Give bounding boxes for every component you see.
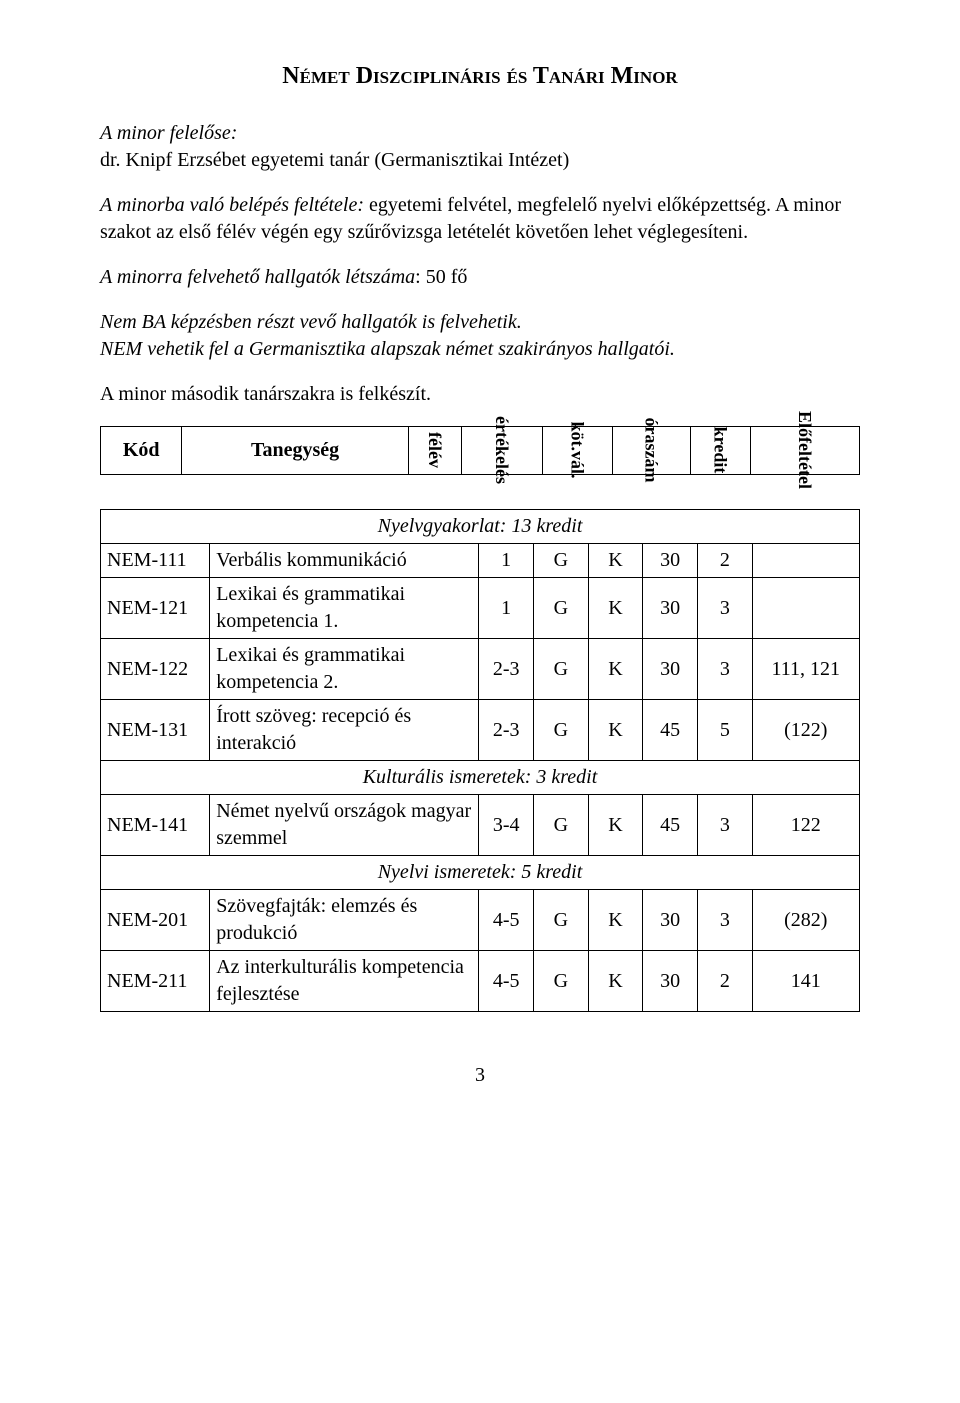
course-semester: 4-5 bbox=[479, 890, 534, 951]
table-row: NEM-121Lexikai és grammatikai kompetenci… bbox=[101, 578, 860, 639]
course-name: Verbális kommunikáció bbox=[210, 544, 479, 578]
course-eval: G bbox=[534, 700, 589, 761]
course-prereq: (122) bbox=[752, 700, 859, 761]
table-row: NEM-131Írott szöveg: recepció és interak… bbox=[101, 700, 860, 761]
page-title: Német Diszciplináris és Tanári Minor bbox=[100, 60, 860, 92]
course-credit: 2 bbox=[698, 951, 752, 1012]
course-eval: G bbox=[534, 578, 589, 639]
page-number: 3 bbox=[100, 1062, 860, 1089]
header-ertekeles: értékelés bbox=[493, 416, 511, 484]
entry-condition: A minorba való belépés feltétele: egyete… bbox=[100, 192, 860, 246]
course-code: NEM-111 bbox=[101, 544, 210, 578]
course-semester: 4-5 bbox=[479, 951, 534, 1012]
section-title: Nyelvgyakorlat: 13 kredit bbox=[101, 510, 860, 544]
note-3: A minor második tanárszakra is felkészít… bbox=[100, 381, 860, 408]
feltetel-label: A minorba való belépés feltétele: bbox=[100, 194, 364, 216]
course-hours: 30 bbox=[643, 951, 698, 1012]
course-prereq bbox=[752, 578, 859, 639]
course-name: Szövegfajták: elemzés és produkció bbox=[210, 890, 479, 951]
course-prereq: (282) bbox=[752, 890, 859, 951]
course-code: NEM-131 bbox=[101, 700, 210, 761]
header-oraszam: óraszám bbox=[643, 418, 661, 483]
course-prereq: 122 bbox=[752, 795, 859, 856]
course-credit: 5 bbox=[698, 700, 752, 761]
course-kotval: K bbox=[588, 951, 643, 1012]
course-hours: 30 bbox=[643, 639, 698, 700]
course-code: NEM-121 bbox=[101, 578, 210, 639]
table-row: NEM-122Lexikai és grammatikai kompetenci… bbox=[101, 639, 860, 700]
course-eval: G bbox=[534, 795, 589, 856]
course-credit: 3 bbox=[698, 795, 752, 856]
course-name: Írott szöveg: recepció és interakció bbox=[210, 700, 479, 761]
course-semester: 1 bbox=[479, 578, 534, 639]
minor-felelos: A minor felelőse: dr. Knipf Erzsébet egy… bbox=[100, 120, 860, 174]
course-hours: 30 bbox=[643, 578, 698, 639]
section-title: Kulturális ismeretek: 3 kredit bbox=[101, 761, 860, 795]
course-hours: 45 bbox=[643, 795, 698, 856]
course-kotval: K bbox=[588, 544, 643, 578]
header-elofeltetel: Előfeltétel bbox=[796, 411, 814, 489]
header-kotval: köt.vál. bbox=[569, 422, 587, 479]
course-prereq: 111, 121 bbox=[752, 639, 859, 700]
course-credit: 3 bbox=[698, 639, 752, 700]
course-name: Lexikai és grammatikai kompetencia 1. bbox=[210, 578, 479, 639]
course-prereq: 141 bbox=[752, 951, 859, 1012]
course-kotval: K bbox=[588, 639, 643, 700]
table-row: NEM-201Szövegfajták: elemzés és produkci… bbox=[101, 890, 860, 951]
table-row: NEM-211Az interkulturális kompetencia fe… bbox=[101, 951, 860, 1012]
course-table: Nyelvgyakorlat: 13 kreditNEM-111Verbális… bbox=[100, 509, 860, 1012]
course-semester: 2-3 bbox=[479, 700, 534, 761]
letszam-label: A minorra felvehető hallgatók létszáma bbox=[100, 266, 415, 288]
course-semester: 3-4 bbox=[479, 795, 534, 856]
course-name: Az interkulturális kompetencia fejleszté… bbox=[210, 951, 479, 1012]
header-kod: Kód bbox=[101, 427, 182, 475]
course-code: NEM-122 bbox=[101, 639, 210, 700]
course-eval: G bbox=[534, 544, 589, 578]
course-credit: 3 bbox=[698, 578, 752, 639]
note-1: Nem BA képzésben részt vevő hallgatók is… bbox=[100, 309, 860, 336]
letszam-value: : 50 fő bbox=[415, 266, 467, 288]
course-prereq bbox=[752, 544, 859, 578]
capacity: A minorra felvehető hallgatók létszáma: … bbox=[100, 264, 860, 291]
course-eval: G bbox=[534, 951, 589, 1012]
felelos-value: dr. Knipf Erzsébet egyetemi tanár (Germa… bbox=[100, 149, 569, 171]
course-kotval: K bbox=[588, 700, 643, 761]
course-eval: G bbox=[534, 639, 589, 700]
course-kotval: K bbox=[588, 578, 643, 639]
header-tanegyseg: Tanegység bbox=[182, 427, 408, 475]
course-name: Lexikai és grammatikai kompetencia 2. bbox=[210, 639, 479, 700]
course-eval: G bbox=[534, 890, 589, 951]
felelos-label: A minor felelőse: bbox=[100, 122, 237, 144]
course-semester: 1 bbox=[479, 544, 534, 578]
course-code: NEM-141 bbox=[101, 795, 210, 856]
course-code: NEM-201 bbox=[101, 890, 210, 951]
course-credit: 3 bbox=[698, 890, 752, 951]
course-kotval: K bbox=[588, 795, 643, 856]
header-felev: félév bbox=[426, 432, 444, 468]
course-semester: 2-3 bbox=[479, 639, 534, 700]
column-header-table: Kód Tanegység félév értékelés köt.vál. ó… bbox=[100, 426, 860, 475]
course-code: NEM-211 bbox=[101, 951, 210, 1012]
course-hours: 30 bbox=[643, 544, 698, 578]
table-row: NEM-111Verbális kommunikáció1GK302 bbox=[101, 544, 860, 578]
note-2: NEM vehetik fel a Germanisztika alapszak… bbox=[100, 336, 860, 363]
table-row: NEM-141Német nyelvű országok magyar szem… bbox=[101, 795, 860, 856]
course-hours: 30 bbox=[643, 890, 698, 951]
course-kotval: K bbox=[588, 890, 643, 951]
course-name: Német nyelvű országok magyar szemmel bbox=[210, 795, 479, 856]
section-title: Nyelvi ismeretek: 5 kredit bbox=[101, 856, 860, 890]
course-hours: 45 bbox=[643, 700, 698, 761]
course-credit: 2 bbox=[698, 544, 752, 578]
header-kredit: kredit bbox=[711, 427, 729, 474]
